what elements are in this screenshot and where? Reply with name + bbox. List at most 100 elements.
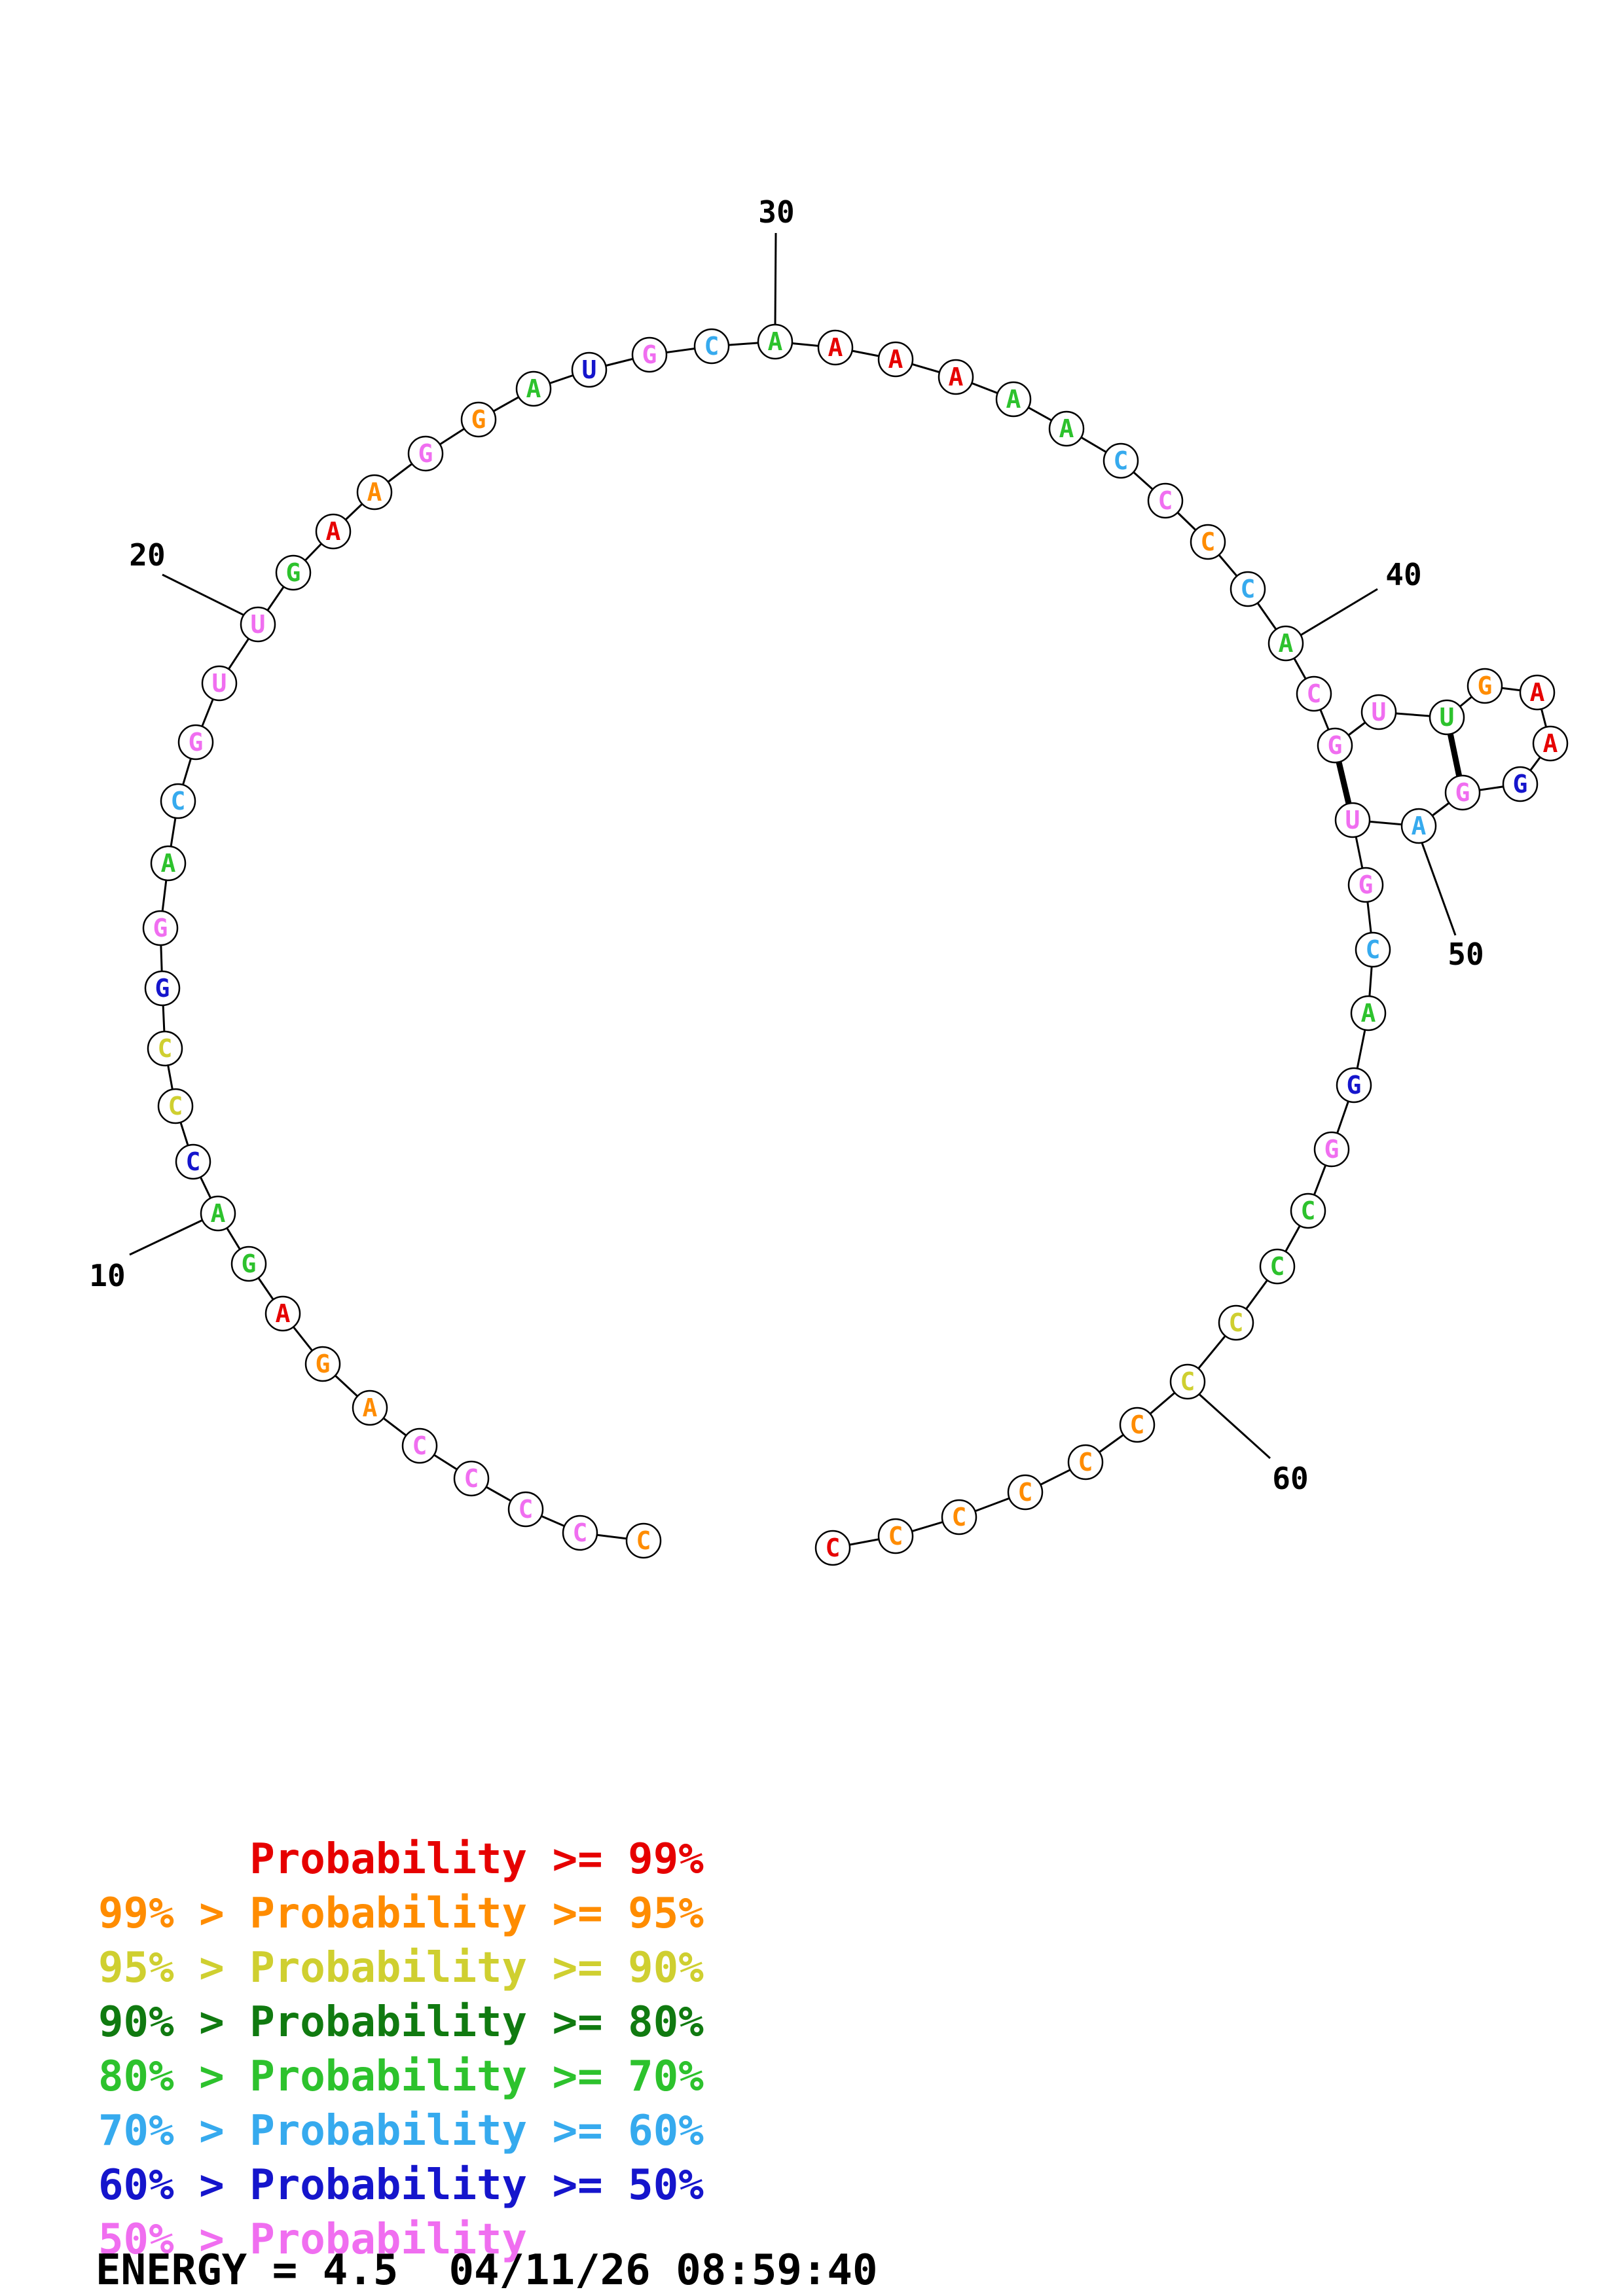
nucleotide-circle <box>1290 1193 1326 1229</box>
position-label-leader <box>1421 842 1457 936</box>
nucleotide-circle <box>1048 410 1085 447</box>
legend-line-2: 99% > Probability >= 95% <box>98 1890 704 1938</box>
nucleotide-base: A <box>888 345 903 374</box>
nucleotide-circle <box>631 336 668 373</box>
nucleotide-base: G <box>471 405 486 434</box>
nucleotide-base: G <box>1359 870 1374 899</box>
nucleotide-base: G <box>642 340 657 369</box>
nucleotide-base: C <box>888 1522 903 1551</box>
position-label-leader <box>1298 588 1378 637</box>
nucleotide-circle <box>407 435 444 472</box>
position-label: 10 <box>89 1258 125 1293</box>
nucleotide-circle <box>275 554 312 591</box>
nucleotide-base: G <box>153 914 168 942</box>
nucleotide-circle <box>1267 625 1304 662</box>
nucleotide-circle <box>1400 808 1437 844</box>
nucleotide-base: C <box>1366 935 1381 964</box>
nucleotide-base: C <box>412 1431 428 1460</box>
nucleotide-base: C <box>1130 1410 1145 1439</box>
nucleotide-circle <box>157 1088 194 1124</box>
nucleotide-base: C <box>1307 679 1322 708</box>
nucleotide-circle <box>1296 675 1332 712</box>
nucleotide-base: A <box>367 478 382 507</box>
nucleotide-circle <box>515 370 552 407</box>
nucleotide-base: A <box>161 849 176 878</box>
nucleotide-base: C <box>519 1495 534 1524</box>
nucleotide-circle <box>142 910 179 946</box>
nucleotide-base: A <box>211 1199 226 1228</box>
nucleotide-circle <box>230 1246 267 1282</box>
nucleotide-base: A <box>1412 812 1427 840</box>
nucleotide-circle <box>1336 1067 1372 1103</box>
nucleotide-circle <box>304 1346 341 1382</box>
nucleotide-circle <box>814 1530 851 1566</box>
nucleotide-circle <box>453 1460 490 1497</box>
legend-line-6: 70% > Probability >= 60% <box>98 2107 704 2155</box>
nucleotide-base: A <box>1059 414 1074 443</box>
nucleotide-base: U <box>251 610 266 639</box>
nucleotide-circle <box>1317 727 1353 764</box>
position-label-leader <box>1195 1390 1271 1460</box>
nucleotide-circle <box>1532 725 1569 762</box>
nucleotide-base: U <box>1440 703 1455 732</box>
nucleotide-circle <box>200 1195 236 1232</box>
nucleotide-base: C <box>636 1526 651 1555</box>
nucleotide-circle <box>160 783 196 819</box>
nucleotide-base: C <box>464 1464 479 1493</box>
legend-line-1: Probability >= 99% <box>98 1835 704 1884</box>
nucleotide-base: C <box>158 1034 173 1063</box>
nucleotide-circle <box>175 1143 211 1180</box>
nucleotide-base: A <box>1361 999 1376 1028</box>
nucleotide-base: C <box>826 1534 841 1562</box>
nucleotide-circle <box>625 1522 662 1559</box>
nucleotide-circle <box>1360 694 1397 730</box>
nucleotide-base: A <box>363 1393 378 1422</box>
position-label: 20 <box>129 537 165 573</box>
nucleotide-base: U <box>1372 698 1387 726</box>
nucleotide-base: A <box>1006 385 1021 414</box>
position-label: 50 <box>1448 937 1484 972</box>
nucleotide-circle <box>177 724 214 761</box>
nucleotide-circle <box>201 665 238 702</box>
nucleotide-circle <box>1218 1304 1254 1341</box>
nucleotide-base: C <box>952 1503 967 1532</box>
nucleotide-circle <box>1147 482 1184 519</box>
nucleotide-base: C <box>1241 575 1256 603</box>
nucleotide-base: A <box>1530 678 1545 707</box>
nucleotide-circle <box>1444 774 1481 811</box>
position-label: 60 <box>1272 1461 1308 1496</box>
nucleotide-circle <box>1190 524 1226 560</box>
nucleotide-circle <box>352 1390 388 1426</box>
nucleotide-circle <box>1169 1363 1206 1400</box>
nucleotide-circle <box>1007 1474 1044 1511</box>
nucleotide-circle <box>144 970 181 1007</box>
nucleotide-base: C <box>1114 446 1129 475</box>
nucleotide-circle <box>315 513 352 550</box>
nucleotide-circle <box>1519 674 1556 711</box>
nucleotide-circle <box>150 845 187 882</box>
nucleotide-base: U <box>212 669 227 698</box>
nucleotide-base: A <box>949 363 964 391</box>
nucleotide-base: A <box>326 517 341 546</box>
nucleotide-circle <box>941 1499 977 1535</box>
nucleotide-base: G <box>189 728 204 757</box>
nucleotide-circle <box>147 1030 183 1067</box>
nucleotide-circle <box>264 1295 301 1332</box>
nucleotide-base: A <box>276 1299 291 1328</box>
nucleotide-base: C <box>573 1518 588 1547</box>
nucleotide-circle <box>571 351 608 388</box>
nucleotide-base: G <box>1328 731 1343 760</box>
position-label-leader <box>774 232 777 327</box>
nucleotide-base: C <box>1018 1478 1033 1507</box>
nucleotide-circle <box>938 359 974 395</box>
nucleotide-base: A <box>828 333 843 362</box>
nucleotide-base: G <box>286 558 301 587</box>
legend-line-8: 50% > Probability <box>98 2215 528 2264</box>
nucleotide-circle <box>460 401 497 438</box>
legend-line-7: 60% > Probability >= 50% <box>98 2161 704 2210</box>
nucleotide-circle <box>995 381 1032 418</box>
nucleotide-base: C <box>168 1092 183 1121</box>
nucleotide-circle <box>1067 1444 1104 1480</box>
